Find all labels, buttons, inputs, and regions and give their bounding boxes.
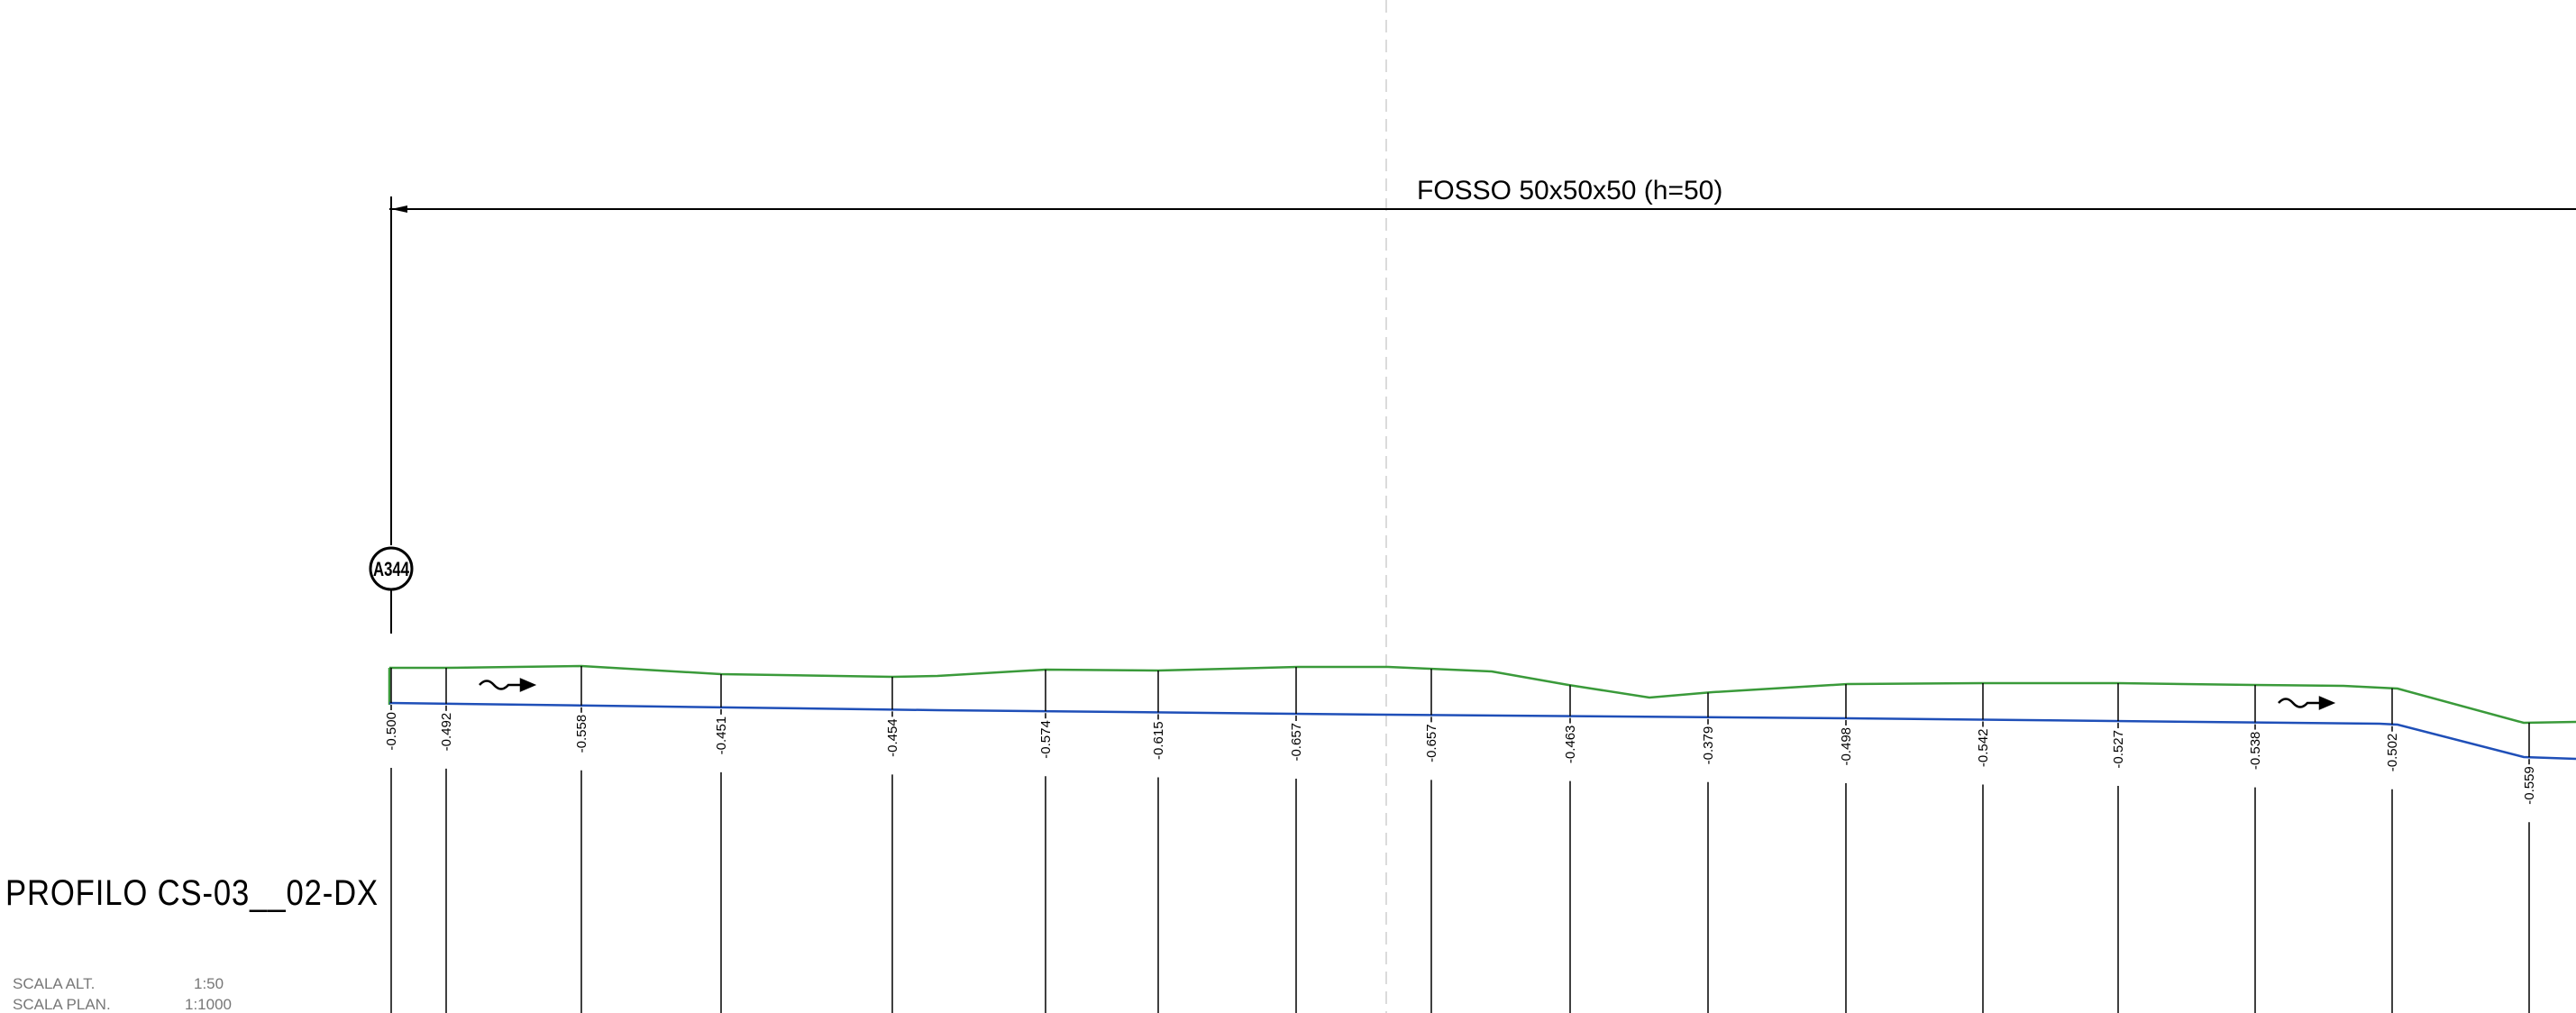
depth-label: -0.379: [1701, 726, 1716, 765]
station-ticks: -0.500 -0.492 -0.558 -0.451 -0.454 -0.574 -0.6…: [384, 666, 2537, 1013]
depth-label: -0.498: [1839, 727, 1854, 766]
depth-label: -0.538: [2248, 732, 2263, 771]
scale-plan-label: SCALA PLAN.: [13, 996, 111, 1013]
depth-label: -0.558: [574, 715, 589, 753]
depth-label: -0.574: [1038, 720, 1054, 759]
profile-title: PROFILO CS-03__02-DX: [5, 873, 379, 913]
marker-label: A344: [373, 558, 410, 580]
depth-label: -0.492: [439, 713, 454, 752]
depth-label: -0.657: [1289, 723, 1304, 762]
depth-label: -0.559: [2522, 766, 2537, 805]
bottom-profile-line: [388, 701, 2576, 761]
depth-label: -0.657: [1424, 724, 1439, 762]
flow-arrow-icon: [479, 678, 537, 692]
scale-plan-value: 1:1000: [185, 996, 232, 1013]
scale-alt-label: SCALA ALT.: [13, 975, 95, 992]
dimension-arrow-left: [391, 205, 407, 213]
depth-label: -0.527: [2111, 730, 2126, 769]
depth-label: -0.500: [384, 712, 399, 751]
dimension-label: FOSSO 50x50x50 (h=50): [1417, 176, 1722, 205]
depth-label: -0.463: [1563, 726, 1578, 764]
flow-arrow-icon: [2278, 696, 2336, 710]
depth-label: -0.451: [714, 716, 729, 755]
scale-alt-value: 1:50: [194, 975, 224, 992]
terrain-profile-line: [389, 664, 2576, 725]
depth-label: -0.502: [2385, 734, 2400, 772]
marker-circle: [369, 546, 414, 591]
depth-label: -0.454: [885, 718, 900, 757]
depth-label: -0.615: [1151, 721, 1166, 760]
depth-label: -0.542: [1976, 729, 1991, 768]
